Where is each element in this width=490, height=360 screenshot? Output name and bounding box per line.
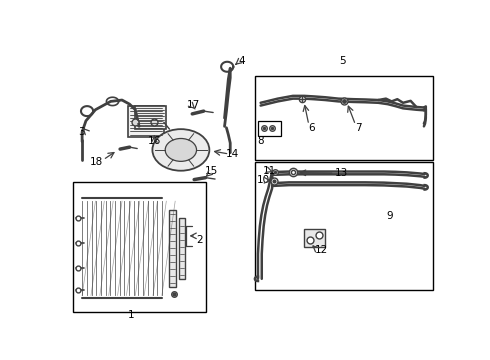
- Text: 3: 3: [78, 127, 84, 137]
- Bar: [179, 218, 185, 279]
- Text: 17: 17: [186, 100, 199, 110]
- Bar: [170, 210, 176, 287]
- Bar: [255, 162, 434, 290]
- Text: 12: 12: [315, 245, 328, 255]
- Bar: [255, 76, 434, 159]
- Text: 13: 13: [335, 168, 348, 179]
- Text: 1: 1: [128, 310, 135, 320]
- Text: 7: 7: [355, 123, 362, 133]
- Bar: [258, 121, 281, 136]
- Text: 9: 9: [387, 211, 393, 221]
- Text: 14: 14: [226, 149, 240, 159]
- Text: 16: 16: [147, 136, 161, 146]
- Bar: [135, 105, 166, 129]
- Circle shape: [152, 129, 209, 171]
- Text: 8: 8: [257, 136, 264, 146]
- Bar: [304, 229, 325, 247]
- Bar: [128, 105, 164, 138]
- Text: 18: 18: [90, 157, 103, 167]
- Text: 10: 10: [257, 175, 270, 185]
- Bar: [73, 182, 206, 312]
- Text: 2: 2: [196, 235, 203, 245]
- Text: 4: 4: [239, 56, 245, 66]
- Text: 6: 6: [309, 123, 315, 133]
- Text: 5: 5: [339, 56, 345, 66]
- Circle shape: [165, 139, 196, 161]
- Text: 11: 11: [262, 166, 275, 176]
- Text: 15: 15: [205, 166, 218, 176]
